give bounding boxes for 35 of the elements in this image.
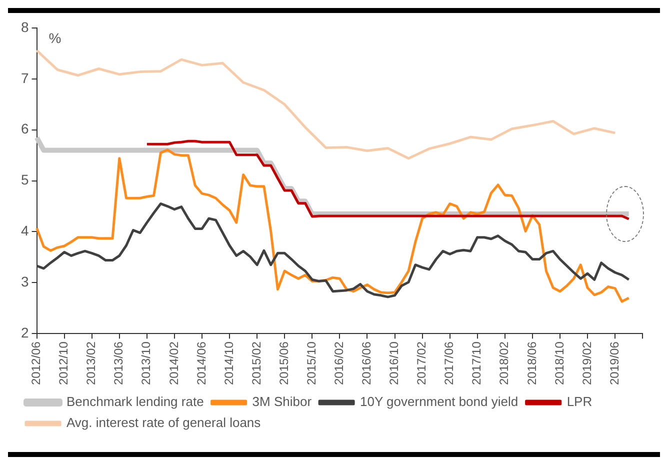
x-tick-label: 2012/10 bbox=[56, 341, 71, 386]
legend-label: LPR bbox=[566, 394, 592, 410]
y-axis-title: % bbox=[48, 30, 62, 46]
x-tick-label: 2015/10 bbox=[304, 341, 318, 386]
x-tick-label: 2018/10 bbox=[552, 341, 566, 386]
legend-label: 10Y government bond yield bbox=[360, 394, 518, 410]
legend-label: Benchmark lending rate bbox=[66, 394, 204, 410]
x-tick-label: 2016/10 bbox=[387, 341, 402, 386]
y-tick-label: 8 bbox=[20, 18, 29, 35]
x-tick-label: 2015/06 bbox=[276, 341, 291, 386]
y-tick-label: 4 bbox=[20, 222, 29, 239]
x-tick-label: 2019/02 bbox=[580, 341, 594, 386]
x-tick-label: 2017/10 bbox=[470, 341, 484, 386]
y-tick-label: 7 bbox=[20, 70, 29, 86]
y-tick-label: 2 bbox=[20, 324, 29, 340]
y-tick-label: 5 bbox=[20, 172, 29, 188]
x-tick-label: 2012/06 bbox=[29, 341, 44, 386]
x-tick-label: 2014/10 bbox=[222, 341, 236, 386]
x-tick-label: 2013/10 bbox=[139, 341, 154, 386]
x-tick-label: 2014/02 bbox=[166, 341, 181, 386]
legend-label: 3M Shibor bbox=[252, 394, 312, 410]
x-tick-label: 2016/02 bbox=[332, 341, 346, 386]
x-tick-label: 2019/06 bbox=[607, 341, 622, 386]
x-tick-label: 2017/02 bbox=[414, 341, 429, 386]
legend-label: Avg. interest rate of general loans bbox=[66, 415, 262, 430]
x-tick-label: 2018/06 bbox=[524, 341, 539, 386]
x-tick-label: 2013/02 bbox=[84, 341, 98, 386]
x-tick-label: 2017/06 bbox=[442, 341, 456, 386]
x-tick-label: 2016/06 bbox=[360, 341, 374, 386]
y-tick-label: 3 bbox=[20, 274, 29, 290]
x-tick-label: 2013/06 bbox=[112, 341, 126, 386]
x-tick-label: 2014/06 bbox=[194, 341, 208, 386]
x-tick-label: 2018/02 bbox=[497, 341, 512, 386]
x-tick-label: 2015/02 bbox=[249, 341, 264, 386]
y-tick-label: 6 bbox=[20, 120, 29, 137]
